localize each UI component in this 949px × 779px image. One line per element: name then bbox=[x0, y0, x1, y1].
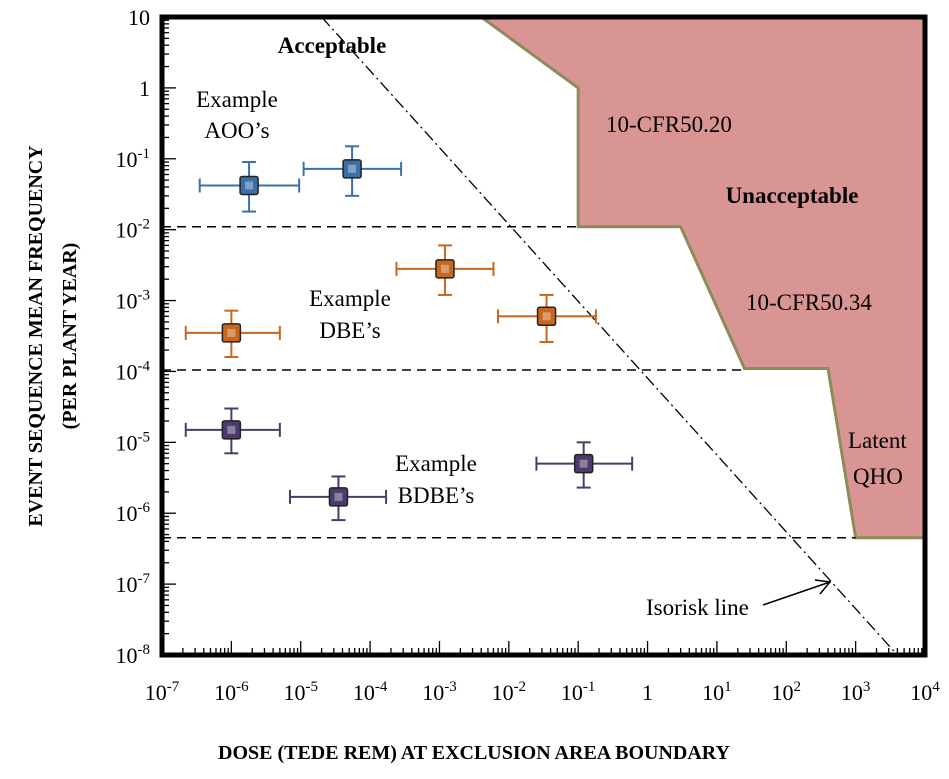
x-tick-label: 103 bbox=[841, 679, 871, 705]
x-tick-label: 10-2 bbox=[492, 679, 527, 705]
y-tick-label: 1 bbox=[139, 76, 150, 101]
data-marker-highlight bbox=[245, 181, 254, 190]
data-points bbox=[184, 145, 634, 522]
data-point bbox=[535, 441, 634, 489]
data-marker bbox=[221, 420, 242, 440]
plot-frame bbox=[159, 14, 928, 658]
x-tick-label: 101 bbox=[702, 679, 732, 705]
data-point bbox=[288, 475, 388, 522]
x-tick-label: 1 bbox=[642, 680, 653, 705]
y-tick-label: 10-2 bbox=[116, 217, 151, 243]
x-tick-label: 10-4 bbox=[353, 679, 388, 705]
latent-qho-label-line1: Latent bbox=[848, 428, 907, 453]
cfr5020-label: 10-CFR50.20 bbox=[606, 112, 732, 137]
data-point bbox=[395, 244, 495, 296]
data-point bbox=[184, 407, 281, 455]
dbe-label-line2: DBE’s bbox=[319, 318, 380, 343]
x-tick-label: 104 bbox=[910, 679, 940, 705]
acceptable-label: Acceptable bbox=[278, 33, 387, 58]
data-marker-highlight bbox=[334, 492, 343, 501]
y-tick-label: 10-4 bbox=[116, 358, 151, 384]
x-axis-title: DOSE (TEDE REM) AT EXCLUSION AREA BOUNDA… bbox=[218, 742, 731, 764]
data-point bbox=[198, 161, 301, 213]
isorisk-arrow bbox=[762, 581, 831, 606]
data-marker-highlight bbox=[227, 425, 236, 434]
unacceptable-boundary-line bbox=[480, 15, 925, 540]
tick-labels: 10-7 10-6 10-5 10-4 10-3 10-2 10-1 1 101 102 103 10… bbox=[116, 5, 941, 705]
y-tick-label: 10-3 bbox=[116, 288, 151, 314]
data-marker bbox=[239, 175, 259, 196]
data-marker-highlight bbox=[579, 459, 588, 468]
data-marker bbox=[221, 323, 242, 343]
data-point bbox=[184, 309, 281, 358]
data-marker-highlight bbox=[227, 328, 236, 337]
y-tick-label: 10-8 bbox=[116, 642, 151, 668]
unacceptable-label: Unacceptable bbox=[726, 183, 859, 208]
y-tick-label: 10-5 bbox=[116, 429, 151, 455]
dbe-label-line1: Example bbox=[309, 286, 391, 311]
latent-qho-label-line2: QHO bbox=[853, 464, 903, 489]
y-axis-title-line2: (PER PLANT YEAR) bbox=[59, 243, 81, 430]
y-tick-label: 10-1 bbox=[116, 146, 151, 172]
data-marker bbox=[342, 159, 362, 179]
data-marker-highlight bbox=[440, 264, 449, 273]
data-marker bbox=[536, 306, 557, 327]
data-marker bbox=[573, 453, 594, 474]
isorisk-line bbox=[321, 16, 898, 656]
data-marker bbox=[435, 259, 455, 279]
data-marker-highlight bbox=[542, 312, 551, 321]
x-tick-label: 10-5 bbox=[283, 679, 318, 705]
isorisk-arrowhead bbox=[814, 579, 832, 595]
y-tick-label: 10-6 bbox=[116, 500, 151, 526]
y-axis-title-line1: EVENT SEQUENCE MEAN FREQUENCY bbox=[25, 145, 47, 527]
unacceptable-region bbox=[480, 15, 925, 540]
cfr5034-label: 10-CFR50.34 bbox=[746, 290, 872, 315]
data-point bbox=[497, 293, 597, 344]
data-marker-highlight bbox=[348, 164, 357, 173]
x-tick-label: 10-6 bbox=[214, 679, 249, 705]
bdbe-label-line1: Example bbox=[395, 451, 477, 476]
isorisk-label: Isorisk line bbox=[646, 595, 749, 620]
x-tick-label: 10-1 bbox=[561, 679, 596, 705]
data-point bbox=[302, 145, 403, 197]
x-tick-label: 102 bbox=[772, 679, 802, 705]
bdbe-label-line2: BDBE’s bbox=[398, 483, 475, 508]
aoo-label-line1: Example bbox=[196, 87, 278, 112]
y-tick-label: 10 bbox=[128, 5, 150, 30]
aoo-label-line2: AOO’s bbox=[204, 118, 269, 143]
unacceptable-area bbox=[481, 17, 925, 538]
x-tick-label: 10-3 bbox=[422, 679, 457, 705]
data-marker bbox=[328, 487, 349, 507]
x-tick-label: 10-7 bbox=[145, 679, 180, 705]
isorisk-dashdot-line bbox=[321, 16, 898, 656]
y-tick-label: 10-7 bbox=[116, 571, 151, 597]
frequency-boundary-lines bbox=[162, 225, 856, 539]
